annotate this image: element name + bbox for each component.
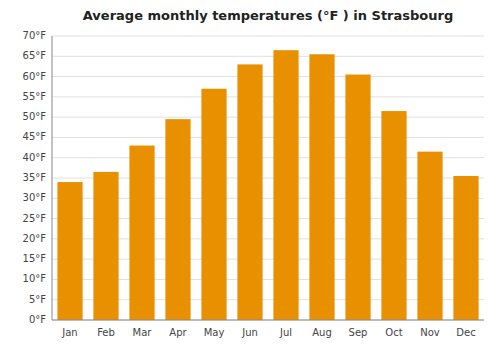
x-tick-label: Jan <box>61 327 77 338</box>
bar <box>237 64 262 320</box>
y-tick-label: 25°F <box>23 213 47 224</box>
y-tick-label: 10°F <box>23 273 47 284</box>
grid-line <box>52 96 484 97</box>
y-tick-label: 30°F <box>23 192 47 203</box>
bar <box>201 89 226 320</box>
x-axis-line <box>52 320 484 321</box>
y-tick-label: 35°F <box>23 172 47 183</box>
bars <box>57 50 478 320</box>
grid-line <box>52 137 484 138</box>
y-tick-label: 20°F <box>23 233 47 244</box>
y-tick-label: 0°F <box>29 314 46 325</box>
x-tick-label: Jun <box>241 327 258 338</box>
page: {"chart_data": {"type": "bar", "title": … <box>0 0 500 350</box>
bar <box>129 146 154 320</box>
bar <box>93 172 118 320</box>
grid-line <box>52 117 484 118</box>
bar <box>309 54 334 320</box>
bar <box>453 176 478 320</box>
grid-line <box>52 56 484 57</box>
grid-line <box>52 320 484 321</box>
x-tick-label: Oct <box>385 327 402 338</box>
bar <box>417 152 442 320</box>
grid-line <box>52 36 484 37</box>
bar <box>165 119 190 320</box>
x-tick-label: Mar <box>133 327 153 338</box>
grid <box>52 36 484 320</box>
x-tick-label: May <box>204 327 225 338</box>
x-tick-label: Dec <box>456 327 475 338</box>
y-tick-label: 70°F <box>23 30 47 41</box>
chart-container: 0°F 5°F 10°F 15°F 20°F 25°F 30°F 35°F 40°F 45°F 50… <box>0 0 500 350</box>
y-axis-line <box>52 36 53 320</box>
bar <box>345 75 370 320</box>
x-tick-label: Apr <box>169 327 187 338</box>
y-tick-label: 15°F <box>23 253 47 264</box>
bar <box>57 182 82 320</box>
grid-line <box>52 76 484 77</box>
y-tick-label: 40°F <box>23 152 47 163</box>
chart-title: Average monthly temperatures (°F ) in St… <box>83 8 453 23</box>
x-tick-label: Jul <box>279 327 292 338</box>
bar <box>381 111 406 320</box>
x-tick-label: Nov <box>420 327 440 338</box>
x-tick-label: Sep <box>349 327 368 338</box>
y-tick-label: 55°F <box>23 91 47 102</box>
bar <box>273 50 298 320</box>
x-tick-label: Aug <box>312 327 332 338</box>
chart-svg: 0°F 5°F 10°F 15°F 20°F 25°F 30°F 35°F 40°F 45°F 50… <box>0 0 500 350</box>
x-tick-label: Feb <box>97 327 115 338</box>
y-tick-label: 5°F <box>29 294 46 305</box>
y-tick-label: 60°F <box>23 71 47 82</box>
y-tick-label: 65°F <box>23 50 47 61</box>
y-tick-label: 50°F <box>23 111 47 122</box>
y-tick-label: 45°F <box>23 131 47 142</box>
